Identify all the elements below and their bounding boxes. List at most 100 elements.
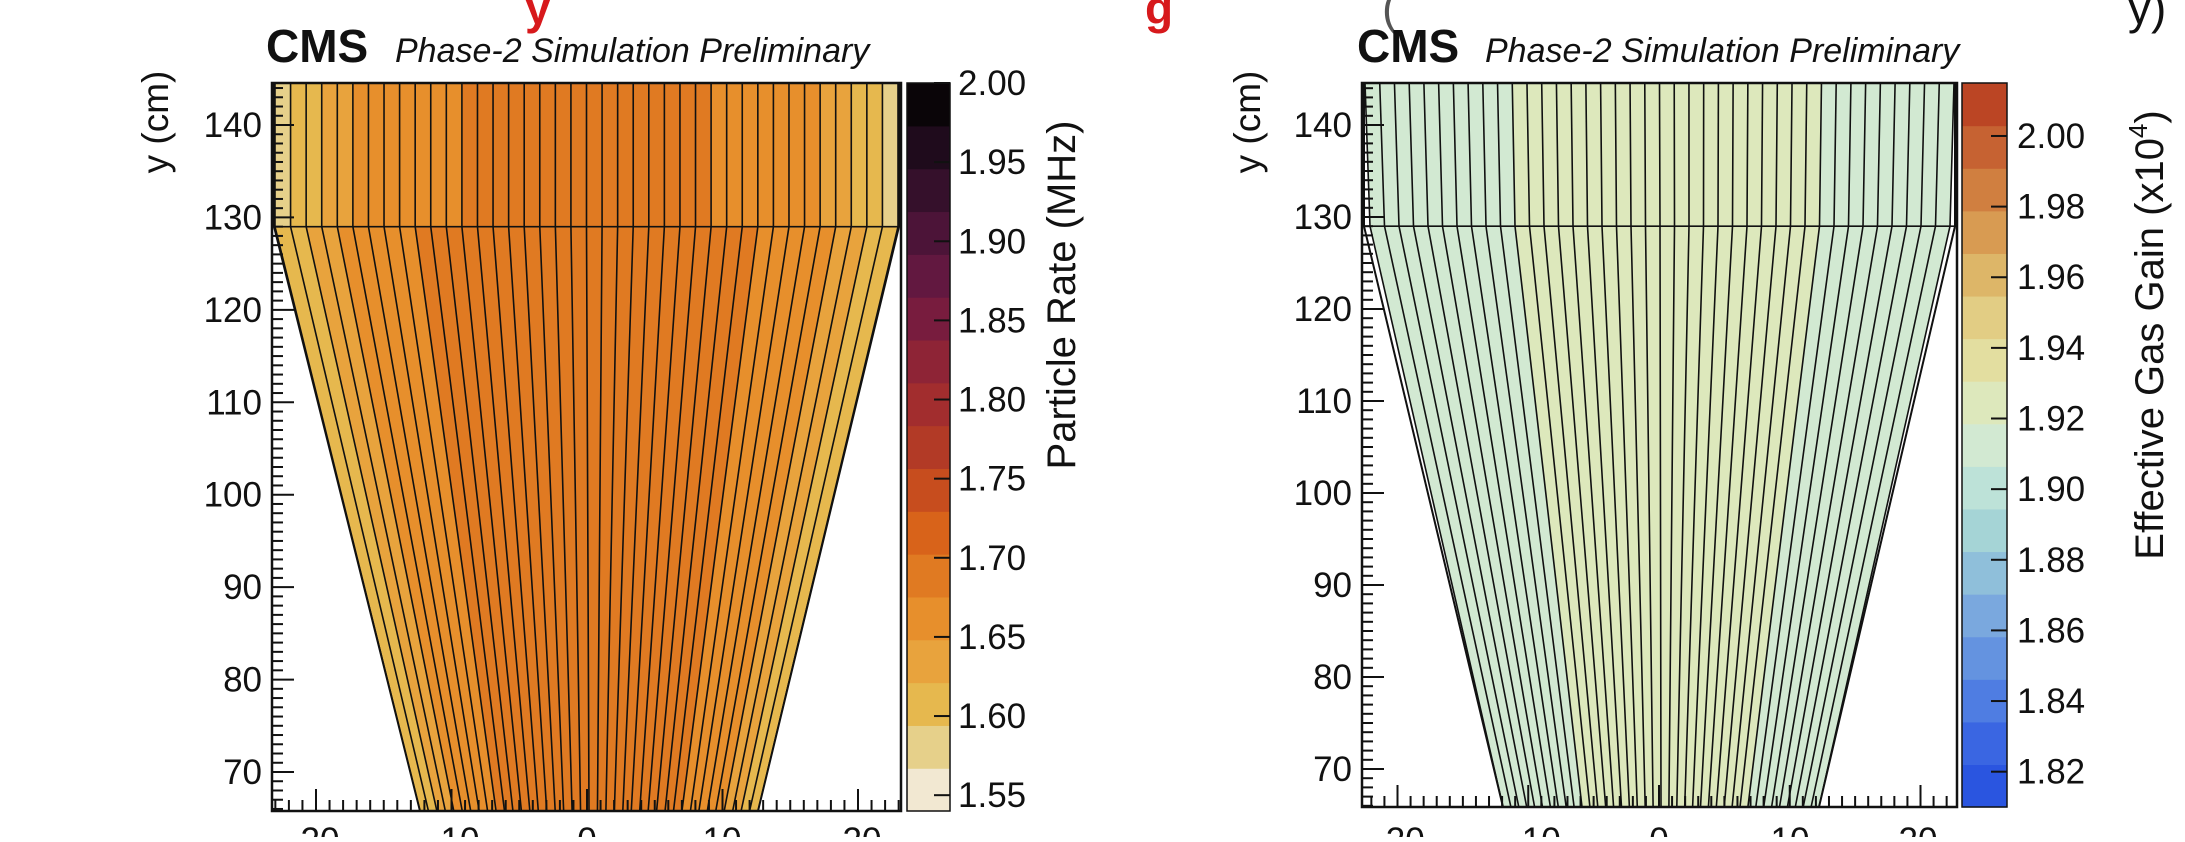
strip-upper-cell [711,83,727,227]
color-scale-bin [907,468,950,512]
color-scale-bin [1962,338,2007,382]
strip-upper-cell [508,83,525,227]
color-scale-bin [1962,168,2007,212]
strip-lower-cell [1676,226,1704,807]
strip-upper-cell [1453,83,1472,227]
z-tick-label: 1.65 [958,618,1026,657]
panel-particle-rate: CMS Phase-2 Simulation Preliminary y (cm… [135,20,1084,842]
strip-upper-cell [1761,83,1778,227]
strip-lower-cell [493,226,547,811]
banner-fragment-middle: g [1145,0,1173,34]
color-scale-bin [1962,253,2007,297]
z-tick-label: 1.85 [958,301,1026,340]
z-tick-label: 1.88 [2017,541,2085,580]
strip-lower-cell [1428,226,1543,807]
x-tick-label: −10 [1501,821,1560,837]
color-scale-bin [907,511,950,555]
strip-upper-cell [1863,83,1881,227]
strip-lower-cell [508,226,556,811]
strip-lower-cell [1803,226,1936,807]
strip-lower-cell [614,226,649,811]
strip-lower-cell [570,226,589,811]
strip-lower-cell [715,226,836,811]
strip-lower-cell [1616,226,1646,807]
strip-lower-cell [1413,226,1535,807]
strip-upper-cell [1556,83,1573,227]
strip-upper-cell [1615,83,1631,227]
strip-lower-cell [749,226,898,811]
strip-lower-cell [1471,226,1567,807]
strip-lower-cell [1558,226,1614,807]
strip-upper-cell [1892,83,1910,227]
color-scale-bin [907,168,950,213]
panel-gas-gain: CMS Phase-2 Simulation Preliminary y (cm… [1227,20,2172,842]
color-scale-bin [907,211,950,255]
strip-lower-cell [1399,226,1527,807]
z-tick-label: 1.96 [2017,258,2085,297]
strip-upper-cell [1394,83,1414,227]
strip-upper-cell [1834,83,1851,227]
strip-lower-cell [1724,226,1791,807]
strip-lower-cell [732,226,867,811]
strip-upper-cell [368,83,385,227]
x-tick-label: 20 [843,821,882,837]
strip-lower-cell [446,226,522,811]
strip-upper-cell [1600,83,1617,227]
z-tick-label: 1.55 [958,776,1026,815]
strip-upper-cell [664,83,680,227]
strip-upper-cell [586,83,603,227]
z-tick-label: 1.84 [2017,682,2085,721]
color-scale-bin [1962,125,2007,169]
color-scale-bin [907,297,950,341]
strip-upper-cell [882,83,898,227]
x-tick-label: 10 [703,821,742,837]
y-tick-label: 130 [1294,198,1352,237]
y-tick-label: 80 [1313,658,1352,697]
strip-lower-cell [622,226,665,811]
y-tick-label: 140 [204,106,262,145]
strip-lower-cell [1544,226,1606,807]
strip-lower-cell [1442,226,1551,807]
strip-upper-cell [1805,83,1822,227]
strip-upper-cell [602,83,618,227]
strip-lower-cell [665,226,743,811]
x-tick-label: 10 [441,821,480,837]
z-axis-label-close: ) [2128,110,2172,123]
banner-fragment-right: ( [1382,0,1398,34]
strip-lower-cell [399,226,497,811]
color-scale-bin [907,83,950,127]
y-axis-ticks: 140 130 120 110 100 90 80 70 [1294,87,1384,807]
strip-upper-cell [275,83,291,227]
color-scale-bin [907,596,950,641]
strip-lower-cell [524,226,564,811]
color-scale-bin [907,339,950,384]
y-tick-label: 90 [223,568,262,607]
color-scale-bin [907,768,950,812]
strip-lower-cell [1771,226,1878,807]
z-tick-label: 1.98 [2017,188,2085,227]
strip-upper-cell [1747,83,1763,227]
strip-upper-cell [804,83,821,227]
strip-lower-cell [1457,226,1559,807]
strip-lower-cell [1515,226,1590,807]
strip-upper-cell [679,83,696,227]
strip-upper-cell [1571,83,1588,227]
strip-lower-cell [724,226,852,811]
strip-lower-cell [539,226,573,811]
strip-lower-cell [698,226,805,811]
strip-lower-cell [1708,226,1762,807]
color-scale-bin [907,254,950,298]
color-scale-bin [907,639,950,684]
strip-upper-cell [1877,83,1896,227]
z-tick-label: 1.80 [958,381,1026,420]
z-tick-label: 1.70 [958,539,1026,578]
y-tick-label: 70 [1313,750,1352,789]
z-tick-label: 1.86 [2017,611,2085,650]
z-tick-label: 1.92 [2017,400,2085,439]
y-tick-label: 70 [223,753,262,792]
z-tick-label: 1.60 [958,697,1026,736]
strip-upper-cell [539,83,556,227]
x-tick-label: 0 [1649,821,1668,837]
strip-lower-cell [741,226,883,811]
